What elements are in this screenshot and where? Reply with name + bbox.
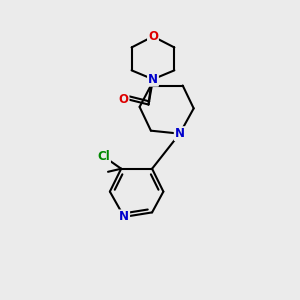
Text: O: O	[118, 93, 128, 106]
Text: N: N	[119, 210, 129, 224]
Text: N: N	[148, 73, 158, 86]
Text: Cl: Cl	[97, 150, 110, 163]
Text: O: O	[148, 30, 158, 43]
Text: N: N	[175, 127, 185, 140]
